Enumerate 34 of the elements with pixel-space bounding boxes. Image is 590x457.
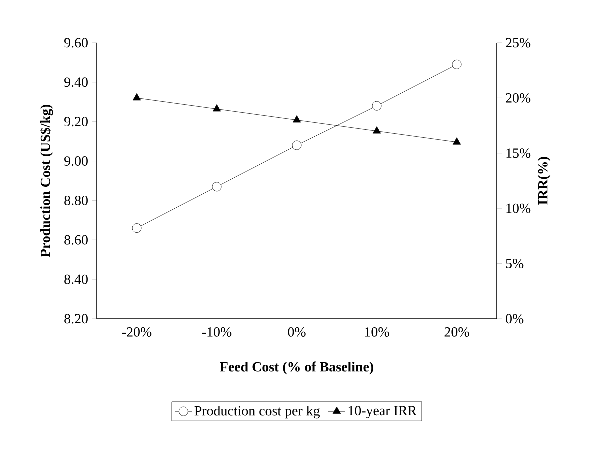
y-tick-label: 8.40	[64, 274, 88, 284]
point	[132, 93, 142, 101]
y-tick-label: 8.20	[64, 314, 88, 324]
point	[292, 140, 302, 150]
y2-tick-label: 15%	[506, 148, 531, 158]
y-tick-label: 8.60	[64, 235, 88, 245]
point	[292, 116, 302, 123]
y-tick-label: 9.60	[64, 38, 88, 48]
x-tick-label: 0%	[288, 328, 306, 337]
point	[452, 60, 462, 70]
x-tick-label: 20%	[444, 328, 470, 337]
x-tick-label: -10%	[202, 328, 232, 337]
y2-tick-label: 25%	[506, 38, 531, 48]
y2-tick-label: 10%	[506, 204, 531, 214]
point	[132, 224, 142, 233]
x-axis-title: Feed Cost (% of Baseline)	[220, 362, 374, 375]
y-tick-label: 9.20	[64, 117, 88, 127]
y-tick-label: 9.00	[64, 156, 88, 166]
y-tick-label: 9.40	[64, 78, 88, 88]
point	[212, 104, 222, 112]
point	[212, 182, 222, 192]
y2-tick-label: 5%	[506, 259, 524, 269]
y-axis-title: Production Cost (US$/kg)	[40, 105, 54, 258]
x-tick-label: 10%	[365, 328, 390, 337]
x-tick-label: -20%	[122, 328, 152, 337]
y-tick-label: 8.80	[64, 196, 88, 206]
legend-label: Production cost per kg	[194, 406, 320, 419]
legend-label: 10-year IRR	[348, 406, 417, 418]
point	[452, 138, 462, 145]
point	[372, 101, 382, 111]
y2-tick-label: 20%	[506, 93, 531, 103]
y2-tick-label: 0%	[506, 314, 524, 324]
point	[372, 126, 382, 134]
y2-axis-title: IRR(%)	[538, 157, 551, 205]
